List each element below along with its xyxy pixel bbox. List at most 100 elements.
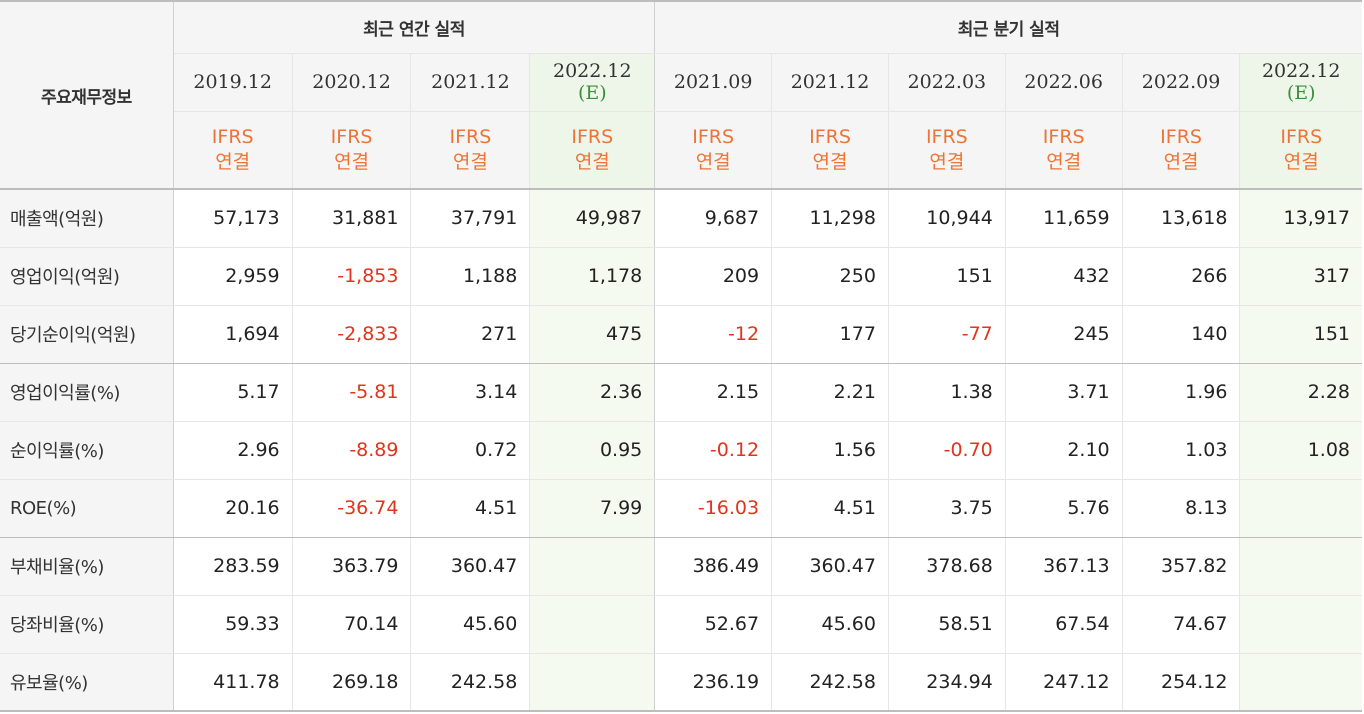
value-cell: 37,791	[410, 188, 531, 248]
value-cell: 5.17	[173, 363, 293, 422]
value-cell	[529, 537, 656, 596]
period-header-quarter-0: 2021.09	[654, 53, 773, 112]
value-cell: 52.67	[654, 595, 773, 654]
period-label: 2019.12	[193, 71, 272, 93]
accounting-standard-quarter-1: IFRS 연결	[771, 111, 889, 190]
accounting-standard-annual-1: IFRS 연결	[292, 111, 412, 190]
standard-ifrs: IFRS	[211, 125, 254, 148]
value-cell: 236.19	[654, 653, 773, 712]
value-cell: 3.71	[1005, 363, 1123, 422]
accounting-standard-annual-0: IFRS 연결	[173, 111, 293, 190]
value-cell: 140	[1122, 305, 1241, 364]
value-cell: -0.70	[888, 421, 1006, 480]
period-label: 2020.12	[312, 71, 391, 93]
row-label: 유보율(%)	[0, 653, 174, 712]
value-cell: -1,853	[292, 247, 412, 306]
standard-consolidated: 연결	[334, 150, 370, 173]
value-cell: 2.28	[1239, 363, 1362, 422]
period-header-quarter-3: 2022.06	[1005, 53, 1123, 112]
period-label: 2021.12	[431, 71, 510, 93]
value-cell: 242.58	[410, 653, 531, 712]
row-label: 매출액(억원)	[0, 188, 174, 248]
value-cell: 1,178	[529, 247, 656, 306]
value-cell: -5.81	[292, 363, 412, 422]
period-header-annual-1: 2020.12	[292, 53, 412, 112]
value-cell: 367.13	[1005, 537, 1123, 596]
value-cell: 11,298	[771, 188, 889, 248]
standard-ifrs: IFRS	[1160, 125, 1202, 148]
period-header-annual-3: 2022.12 (E)	[529, 53, 656, 112]
accounting-standard-quarter-5: IFRS 연결	[1239, 111, 1362, 190]
corner-label: 주요재무정보	[0, 0, 174, 190]
value-cell: -36.74	[292, 479, 412, 538]
row-label: 당좌비율(%)	[0, 595, 174, 654]
period-header-quarter-1: 2021.12	[771, 53, 889, 112]
standard-ifrs: IFRS	[809, 125, 851, 148]
standard-ifrs: IFRS	[449, 125, 492, 148]
value-cell	[1239, 479, 1362, 538]
value-cell: 1.96	[1122, 363, 1241, 422]
value-cell: 5.76	[1005, 479, 1123, 538]
value-cell: 1,188	[410, 247, 531, 306]
value-cell: 363.79	[292, 537, 412, 596]
standard-consolidated: 연결	[1163, 150, 1199, 173]
value-cell: 151	[888, 247, 1006, 306]
value-cell	[529, 653, 656, 712]
period-header-annual-2: 2021.12	[410, 53, 531, 112]
value-cell: 11,659	[1005, 188, 1123, 248]
value-cell: 9,687	[654, 188, 773, 248]
period-label: 2022.06	[1024, 71, 1103, 93]
value-cell: 4.51	[410, 479, 531, 538]
value-cell: 2,959	[173, 247, 293, 306]
row-label: 영업이익률(%)	[0, 363, 174, 422]
value-cell: 209	[654, 247, 773, 306]
value-cell: 31,881	[292, 188, 412, 248]
period-label: 2022.12	[553, 60, 632, 82]
period-label: 2021.09	[673, 71, 753, 93]
value-cell: 269.18	[292, 653, 412, 712]
value-cell: 1.38	[888, 363, 1006, 422]
standard-ifrs: IFRS	[692, 125, 735, 148]
standard-ifrs: IFRS	[1042, 125, 1085, 148]
value-cell: -0.12	[654, 421, 773, 480]
value-cell: 283.59	[173, 537, 293, 596]
value-cell: 45.60	[771, 595, 889, 654]
value-cell: 58.51	[888, 595, 1006, 654]
value-cell	[1239, 537, 1362, 596]
row-label: 순이익률(%)	[0, 421, 174, 480]
value-cell: 247.12	[1005, 653, 1123, 712]
accounting-standard-annual-2: IFRS 연결	[410, 111, 531, 190]
value-cell: 3.14	[410, 363, 531, 422]
value-cell: 245	[1005, 305, 1123, 364]
value-cell: 0.72	[410, 421, 531, 480]
value-cell: 266	[1122, 247, 1241, 306]
value-cell: 1.56	[771, 421, 889, 480]
value-cell: 234.94	[888, 653, 1006, 712]
standard-ifrs: IFRS	[571, 125, 614, 148]
value-cell: 2.10	[1005, 421, 1123, 480]
table-row: 순이익률(%) 2.96 -8.89 0.72 0.95 -0.12 1.56 -0.70 2.…	[0, 421, 1362, 480]
value-cell: 2.21	[771, 363, 889, 422]
standard-consolidated: 연결	[812, 150, 848, 173]
table-row: 유보율(%) 411.78 269.18 242.58 236.19 242.58 234.…	[0, 653, 1362, 712]
standard-ifrs: IFRS	[330, 125, 373, 148]
value-cell: 357.82	[1122, 537, 1241, 596]
value-cell: -12	[654, 305, 773, 364]
value-cell: 1.03	[1122, 421, 1241, 480]
value-cell: 1.08	[1239, 421, 1362, 480]
value-cell: 59.33	[173, 595, 293, 654]
table-row: 당좌비율(%) 59.33 70.14 45.60 52.67 45.60 58.51 67.…	[0, 595, 1362, 654]
row-label: 당기순이익(억원)	[0, 305, 174, 364]
standard-consolidated: 연결	[1046, 150, 1082, 173]
standard-consolidated: 연결	[929, 150, 965, 173]
value-cell: 151	[1239, 305, 1362, 364]
value-cell: 2.36	[529, 363, 656, 422]
value-cell: -77	[888, 305, 1006, 364]
standard-consolidated: 연결	[452, 150, 488, 173]
table-row: 매출액(억원) 57,173 31,881 37,791 49,987 9,687 11,2…	[0, 188, 1362, 248]
table-row: ROE(%) 20.16 -36.74 4.51 7.99 -16.03 4.51 3.75 5…	[0, 479, 1362, 538]
period-header-quarter-4: 2022.09	[1122, 53, 1241, 112]
accounting-standard-quarter-2: IFRS 연결	[888, 111, 1006, 190]
row-label: 영업이익(억원)	[0, 247, 174, 306]
value-cell: 13,917	[1239, 188, 1362, 248]
